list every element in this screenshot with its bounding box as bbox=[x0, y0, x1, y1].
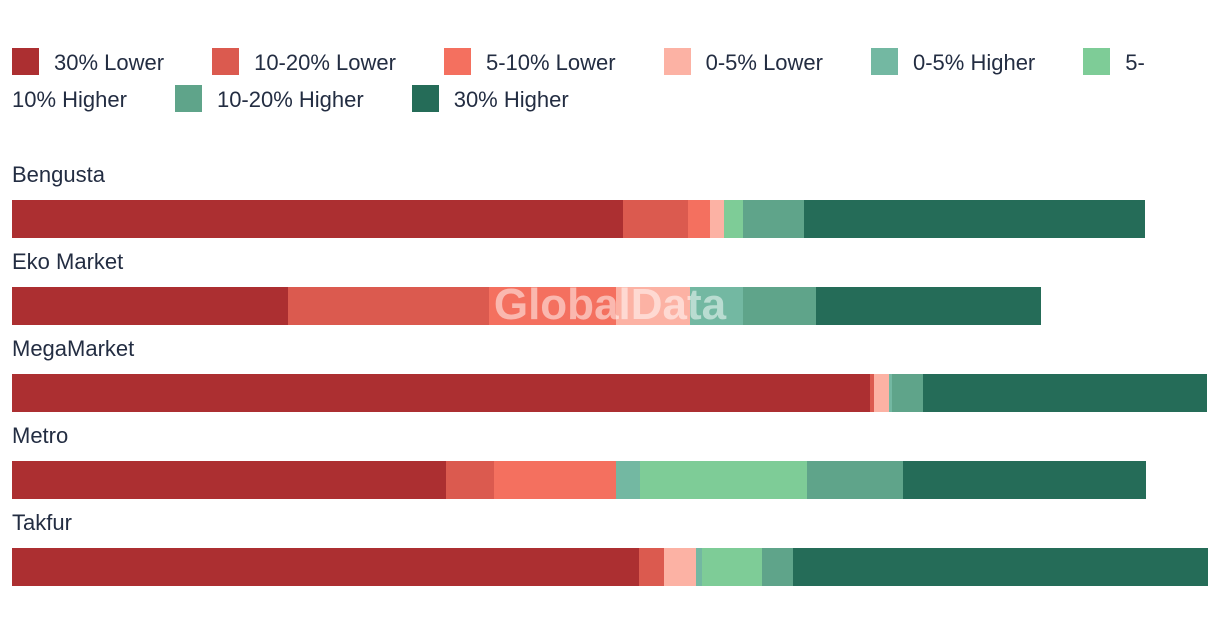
legend-label: 10-20% Higher bbox=[216, 87, 364, 112]
bar-track bbox=[12, 287, 1208, 325]
bar-segment-10-20-higher[interactable] bbox=[742, 287, 816, 325]
bar-segment-5-10-higher[interactable] bbox=[639, 461, 808, 499]
bar-segment-0-5-higher[interactable] bbox=[690, 287, 743, 325]
category-label: Bengusta bbox=[12, 162, 105, 187]
bar-segment-0-5-higher[interactable] bbox=[888, 374, 893, 412]
bar-segment-5-10-lower[interactable] bbox=[493, 461, 616, 499]
category-label: Takfur bbox=[12, 510, 72, 535]
bar-segment-10-20-lower[interactable] bbox=[638, 548, 664, 586]
bar-segment-0-5-higher[interactable] bbox=[696, 548, 703, 586]
bar-segment-0-5-lower[interactable] bbox=[663, 548, 697, 586]
bar-segment-30-lower[interactable] bbox=[12, 548, 639, 586]
bar-track bbox=[12, 548, 1208, 586]
bar-segment-30-higher[interactable] bbox=[792, 548, 1208, 586]
bar-segment-5-10-higher[interactable] bbox=[702, 548, 762, 586]
bar-segment-30-lower[interactable] bbox=[12, 287, 289, 325]
legend-label: 5- 10% Higher bbox=[12, 50, 1145, 112]
legend-label: 0-5% Higher bbox=[912, 50, 1036, 75]
bar-segment-5-10-lower[interactable] bbox=[489, 287, 616, 325]
bar-segment-10-20-higher[interactable] bbox=[807, 461, 903, 499]
legend-item-higher_5_10[interactable]: 5- 10% Higher bbox=[12, 48, 1145, 112]
bar-segment-0-5-higher[interactable] bbox=[615, 461, 640, 499]
legend-label: 30% Higher bbox=[453, 87, 569, 112]
legend-swatch-higher_5_10 bbox=[1083, 48, 1111, 75]
category-label: Eko Market bbox=[12, 249, 124, 274]
bar-segment-30-lower[interactable] bbox=[12, 200, 624, 238]
legend-swatch-higher_30 bbox=[411, 85, 439, 112]
bar-track bbox=[12, 200, 1208, 238]
bar-segment-5-10-higher[interactable] bbox=[723, 200, 743, 238]
bar-segment-5-10-lower[interactable] bbox=[687, 200, 711, 238]
legend-item-lower_30[interactable]: 30% Lower bbox=[12, 48, 165, 75]
legend-swatch-lower_30 bbox=[12, 48, 39, 75]
legend-item-lower_5_10[interactable]: 5-10% Lower bbox=[443, 48, 616, 75]
legend-swatch-higher_10_20 bbox=[174, 85, 202, 112]
bar-segment-10-20-lower[interactable] bbox=[446, 461, 494, 499]
bar-segment-10-20-higher[interactable] bbox=[742, 200, 804, 238]
bar-row-eko-market: Eko Market bbox=[12, 250, 1208, 325]
bar-segment-10-20-lower[interactable] bbox=[623, 200, 688, 238]
legend-label: 10-20% Lower bbox=[254, 50, 396, 75]
bar-segment-10-20-lower[interactable] bbox=[869, 374, 875, 412]
legend-label: 30% Lower bbox=[54, 50, 165, 75]
bar-row-bengusta: Bengusta bbox=[12, 163, 1208, 238]
bar-segment-0-5-lower[interactable] bbox=[615, 287, 691, 325]
legend-swatch-lower_0_5 bbox=[663, 48, 691, 75]
legend-label: 0-5% Lower bbox=[705, 50, 823, 75]
bar-segment-30-higher[interactable] bbox=[923, 374, 1207, 412]
bar-row-megamarket: MegaMarket bbox=[12, 337, 1208, 412]
bar-segment-30-higher[interactable] bbox=[803, 200, 1145, 238]
legend-label: 5-10% Lower bbox=[485, 50, 616, 75]
legend-item-higher_0_5[interactable]: 0-5% Higher bbox=[870, 48, 1036, 75]
stacked-bar-chart: Bengusta Eko Market MegaMarket Metro Takfur bbox=[12, 163, 1208, 586]
bar-row-takfur: Takfur bbox=[12, 511, 1208, 586]
bar-segment-30-lower[interactable] bbox=[12, 374, 870, 412]
legend-swatch-lower_5_10 bbox=[443, 48, 471, 75]
legend-swatch-lower_10_20 bbox=[212, 48, 240, 75]
legend-item-lower_0_5[interactable]: 0-5% Lower bbox=[663, 48, 823, 75]
bar-segment-30-higher[interactable] bbox=[815, 287, 1041, 325]
category-label: Metro bbox=[12, 423, 69, 448]
bar-segment-30-lower[interactable] bbox=[12, 461, 447, 499]
bar-row-metro: Metro bbox=[12, 424, 1208, 499]
bar-segment-30-higher[interactable] bbox=[902, 461, 1146, 499]
legend-item-higher_10_20[interactable]: 10-20% Higher bbox=[174, 85, 364, 112]
legend-item-lower_10_20[interactable]: 10-20% Lower bbox=[212, 48, 396, 75]
bar-segment-0-5-lower[interactable] bbox=[874, 374, 889, 412]
chart-legend: 30% Lower 10-20% Lower 5-10% Lower 0-5% Low… bbox=[12, 44, 1182, 118]
legend-item-higher_30[interactable]: 30% Higher bbox=[411, 85, 569, 112]
bar-segment-10-20-higher[interactable] bbox=[761, 548, 793, 586]
bar-segment-10-20-higher[interactable] bbox=[892, 374, 924, 412]
bar-track bbox=[12, 461, 1208, 499]
bar-segment-10-20-lower[interactable] bbox=[288, 287, 490, 325]
category-label: MegaMarket bbox=[12, 336, 135, 361]
legend-swatch-higher_0_5 bbox=[870, 48, 898, 75]
bar-track bbox=[12, 374, 1208, 412]
bar-segment-0-5-lower[interactable] bbox=[710, 200, 724, 238]
